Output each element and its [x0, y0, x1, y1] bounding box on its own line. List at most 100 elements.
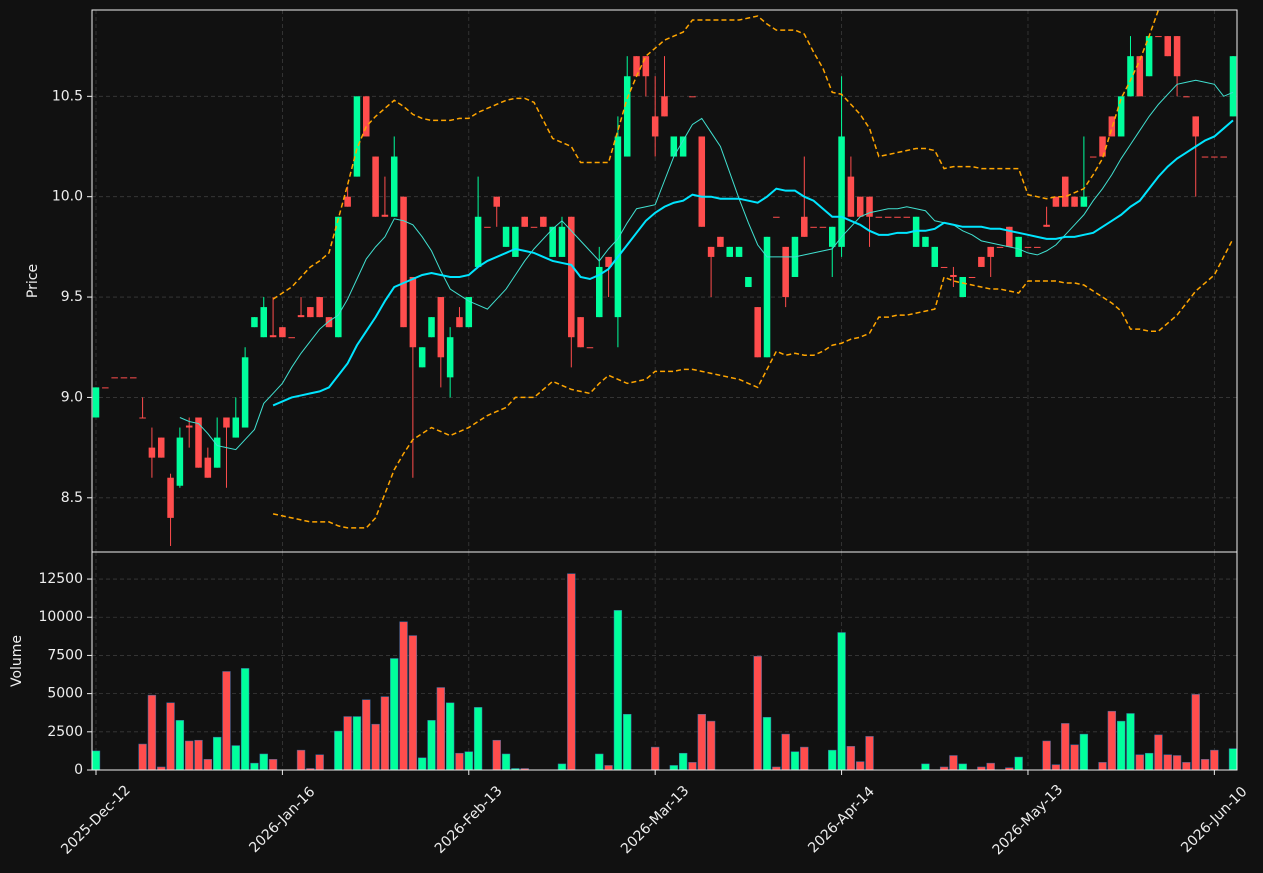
- candle-body: [1015, 236, 1022, 257]
- volume-bar: [408, 635, 418, 771]
- volume-bar: [1042, 740, 1051, 771]
- volume-bar: [1079, 733, 1089, 771]
- candle-body: [978, 256, 985, 267]
- candle-body: [437, 297, 445, 358]
- volume-bar: [669, 765, 678, 771]
- candle-body: [1024, 246, 1032, 248]
- indicator-line: [179, 79, 1234, 451]
- volume-bar: [222, 671, 231, 771]
- candle-body: [1136, 56, 1144, 97]
- candle-body: [987, 246, 994, 257]
- candle-body: [493, 196, 501, 207]
- volume-bar: [1163, 754, 1172, 771]
- y-tick-label: 8.5: [61, 490, 83, 506]
- candle-body: [409, 276, 417, 348]
- y-tick-label: 10000: [38, 609, 83, 625]
- y-tick-label: 7500: [47, 647, 83, 663]
- volume-bar: [949, 755, 958, 771]
- candle-body: [307, 307, 314, 318]
- candle-body: [1211, 156, 1218, 158]
- candle-body: [577, 317, 584, 348]
- indicator-line: [272, 238, 1234, 529]
- candle-body: [1043, 224, 1050, 227]
- candle-body: [1155, 36, 1162, 38]
- candle-body: [297, 315, 305, 318]
- candle-body: [605, 256, 612, 267]
- candle-body: [959, 276, 966, 298]
- volume-bar: [492, 739, 501, 771]
- candle-body: [353, 96, 361, 177]
- volume-bar: [203, 759, 213, 771]
- candle-body: [372, 156, 379, 217]
- candle-body: [1192, 116, 1199, 137]
- volume-bar: [688, 762, 697, 771]
- candle-body: [558, 226, 566, 257]
- volume-bar: [1070, 744, 1079, 771]
- volume-bar: [334, 730, 343, 771]
- volume-bar: [501, 753, 511, 771]
- candle-body: [866, 196, 873, 217]
- candle-body: [586, 347, 594, 349]
- volume-bar: [1191, 694, 1200, 771]
- volume-bar: [1228, 748, 1238, 771]
- candle-body: [940, 266, 948, 268]
- candle-body: [679, 136, 687, 157]
- candle-body: [1117, 96, 1125, 137]
- candle-body: [456, 317, 463, 328]
- volume-bar: [91, 750, 101, 771]
- candle-body: [810, 226, 817, 228]
- candle-body: [111, 377, 118, 379]
- volume-bar: [623, 713, 632, 771]
- candle-body: [735, 246, 743, 257]
- candle-body: [549, 226, 556, 257]
- volume-bar: [613, 610, 623, 771]
- candle-body: [1145, 36, 1153, 77]
- volume-bar: [1014, 756, 1023, 771]
- candle-body: [623, 76, 631, 157]
- volume-bar: [1144, 752, 1154, 771]
- candles: [92, 36, 1237, 546]
- candle-body: [1201, 156, 1209, 158]
- candle-body: [670, 136, 678, 157]
- candle-body: [428, 317, 435, 338]
- candle-body: [661, 96, 668, 117]
- volume-bar: [380, 696, 390, 771]
- y-tick-label: 10.0: [52, 189, 83, 205]
- indicator-lines: [179, 10, 1234, 529]
- candle-body: [465, 297, 473, 328]
- y-tick-label: 2500: [47, 724, 83, 740]
- volume-bar: [352, 716, 362, 771]
- volume-bar: [921, 763, 930, 771]
- volume-bar: [185, 740, 194, 771]
- volume-bar: [362, 699, 371, 771]
- candle-body: [707, 246, 715, 257]
- volume-bar: [240, 668, 250, 771]
- candle-body: [782, 246, 789, 298]
- candle-body: [968, 276, 976, 278]
- y-tick-label: 9.0: [61, 389, 83, 405]
- candle-body: [717, 236, 724, 247]
- candle-body: [512, 226, 519, 257]
- volume-bar: [856, 761, 865, 771]
- candle-body: [996, 246, 1004, 248]
- candle-body: [651, 116, 659, 137]
- volume-bar: [557, 763, 567, 771]
- candle-body: [903, 216, 911, 218]
- volume-bar: [790, 751, 800, 771]
- volume-bar: [1051, 764, 1061, 771]
- candle-body: [894, 216, 901, 218]
- candle-body: [260, 307, 268, 338]
- y-tick-label: 5000: [47, 686, 83, 702]
- candle-body: [1052, 196, 1060, 207]
- candle-body: [1127, 56, 1134, 97]
- candle-body: [1006, 226, 1013, 247]
- volume-bar: [1116, 720, 1126, 771]
- volume-bar: [958, 763, 967, 771]
- candle-body: [139, 417, 146, 419]
- candle-body: [195, 417, 202, 468]
- candle-body: [269, 335, 277, 338]
- candle-body: [484, 226, 491, 228]
- volume-bar: [781, 733, 790, 771]
- candle-body: [1220, 156, 1227, 158]
